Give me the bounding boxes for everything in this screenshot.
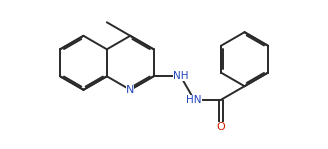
Text: N: N xyxy=(126,85,134,95)
Text: HN: HN xyxy=(186,95,202,105)
Text: NH: NH xyxy=(173,71,188,81)
Text: O: O xyxy=(217,122,226,132)
